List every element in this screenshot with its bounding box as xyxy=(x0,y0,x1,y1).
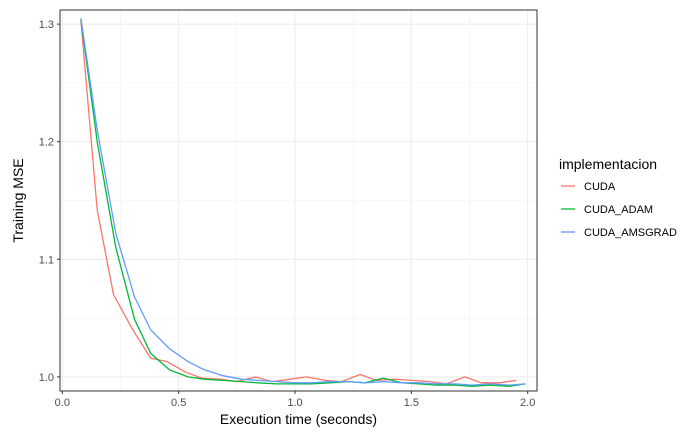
y-tick-label: 1.1 xyxy=(39,254,54,266)
y-axis-title: Training MSE xyxy=(10,158,26,242)
y-tick-label: 1.0 xyxy=(39,372,54,384)
x-tick-label: 2.0 xyxy=(520,397,535,409)
legend-title: implementacion xyxy=(559,156,657,172)
plot-panel xyxy=(59,9,538,392)
series-line-cuda-adam xyxy=(80,19,526,387)
legend: implementacion CUDA CUDA_ADAM CUDA_AMSGRAD xyxy=(559,156,677,241)
x-tick-label: 1.5 xyxy=(404,397,419,409)
x-axis-title: Execution time (seconds) xyxy=(220,411,377,427)
y-tick-label: 1.3 xyxy=(39,19,54,31)
x-tick-label: 0.5 xyxy=(171,397,186,409)
x-tick-label: 1.0 xyxy=(287,397,302,409)
x-tick-label: 0.0 xyxy=(55,397,70,409)
series-line-cuda-amsgrad xyxy=(80,18,526,386)
legend-label-cuda-adam: CUDA_ADAM xyxy=(584,204,653,216)
y-tick-label: 1.2 xyxy=(39,137,54,149)
panel-border xyxy=(59,9,538,392)
x-axis: 0.0 0.5 1.0 1.5 2.0 xyxy=(55,391,535,409)
legend-label-cuda: CUDA xyxy=(584,181,616,193)
series-layer xyxy=(80,18,526,387)
legend-label-cuda-amsgrad: CUDA_AMSGRAD xyxy=(584,227,677,239)
y-axis: 1.0 1.1 1.2 1.3 xyxy=(39,19,60,384)
